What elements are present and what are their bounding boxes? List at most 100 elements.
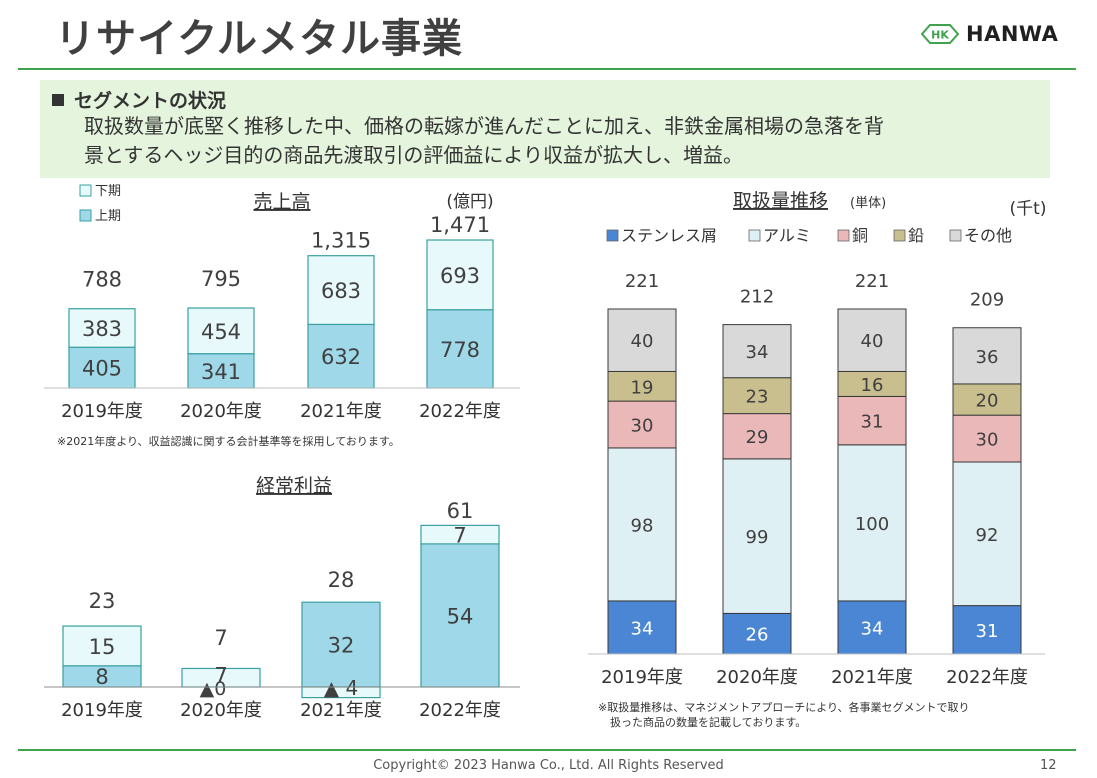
sales-bar-first-half (187, 353, 255, 389)
profit-bar-second-half (62, 625, 142, 667)
sales-category-label: 2022年度 (419, 401, 501, 422)
summary-heading: セグメントの状況 (52, 86, 226, 113)
volume-label-stainless: 34 (861, 618, 884, 639)
footer-divider (18, 749, 1076, 751)
sales-bar-second-half (426, 239, 494, 311)
profit-bar-first-half (420, 543, 500, 688)
sales-category-label: 2020年度 (180, 401, 262, 422)
legend-label-lead: 鉛 (908, 226, 924, 245)
segment-summary-box: セグメントの状況 取扱数量が底堅く推移した中、価格の転嫁が進んだことに加え、非鉄… (40, 80, 1050, 178)
volume-category-label: 2021年度 (831, 667, 913, 688)
sales-label-first-half: 341 (201, 360, 241, 384)
sales-bar-first-half (68, 346, 136, 389)
volume-label-stainless: 26 (746, 625, 769, 646)
volume-bar-other (607, 308, 677, 372)
volume-label-other: 40 (631, 331, 654, 352)
sales-bar-second-half (307, 255, 375, 326)
sales-label-second-half: 693 (440, 264, 480, 288)
sales-label-first-half: 632 (321, 345, 361, 369)
legend-label-stainless: ステンレス屑 (621, 226, 717, 245)
sales-total-label: 1,315 (311, 229, 371, 253)
copyright-text: Copyright© 2023 Hanwa Co., Ltd. All Righ… (373, 758, 724, 773)
sales-unit-label: (億円) (446, 192, 493, 212)
profit-category-label: 2022年度 (419, 700, 501, 721)
volume-bar-copper (607, 400, 677, 449)
volume-label-copper: 30 (631, 416, 654, 437)
header-divider (18, 68, 1076, 70)
volume-note-line-2: 扱った商品の数量を記載しております。 (610, 716, 807, 729)
volume-label-aluminum: 99 (746, 527, 769, 548)
sales-label-second-half: 683 (321, 279, 361, 303)
legend-label-copper: 銅 (852, 226, 868, 245)
volume-bar-other (837, 308, 907, 372)
page-title: リサイクルメタル事業 (55, 16, 463, 62)
sales-note: ※2021年度より、収益認識に関する会計基準等を採用しております。 (57, 435, 400, 448)
volume-label-lead: 19 (631, 377, 654, 398)
volume-bar-copper (722, 413, 792, 460)
volume-category-label: 2022年度 (946, 667, 1028, 688)
legend-swatch-first-half (79, 209, 92, 222)
volume-label-aluminum: 100 (855, 514, 889, 535)
volume-bar-other (722, 324, 792, 379)
profit-total-label: 61 (447, 499, 474, 523)
profit-total-label: 7 (214, 626, 227, 650)
volume-total-label: 221 (625, 271, 659, 292)
profit-label-first-half: ▲0 (200, 678, 227, 700)
sales-bar-second-half (68, 308, 136, 348)
profit-label-second-half: 7 (214, 663, 227, 687)
summary-heading-text: セグメントの状況 (74, 90, 227, 112)
profit-category-label: 2019年度 (61, 700, 143, 721)
volume-total-label: 209 (970, 290, 1004, 311)
volume-total-label: 212 (740, 287, 774, 308)
volume-bar-lead (722, 377, 792, 415)
bullet-square-icon (52, 93, 64, 106)
volume-bar-copper (837, 395, 907, 446)
profit-label-first-half: 8 (95, 665, 108, 689)
summary-body: 取扱数量が底堅く推移した中、価格の転嫁が進んだことに加え、非鉄金属相場の急落を背… (84, 112, 1044, 170)
volume-bar-lead (607, 370, 677, 402)
volume-label-copper: 30 (976, 430, 999, 451)
legend-swatch-second-half (79, 184, 92, 197)
volume-label-other: 34 (746, 342, 769, 363)
volume-bar-aluminum (722, 458, 792, 614)
company-logo: HK HANWA (920, 22, 1058, 46)
volume-label-copper: 31 (861, 412, 884, 433)
volume-unit-label: (千t) (1010, 199, 1047, 219)
volume-label-copper: 29 (746, 427, 769, 448)
volume-chart-title: 取扱量推移 (733, 190, 828, 212)
sales-label-first-half: 778 (440, 338, 480, 362)
sales-total-label: 788 (82, 268, 122, 292)
profit-chart-title: 経常利益 (256, 475, 332, 497)
volume-label-lead: 16 (861, 375, 884, 396)
legend-label-first-half: 上期 (95, 209, 121, 224)
volume-label-stainless: 34 (631, 618, 654, 639)
handling-volume-chart: 取扱量推移 (単体) (千t) ステンレス屑 アルミ 銅 鉛 その他 34 98 30 19 40 221… (588, 190, 1046, 688)
sales-chart-title: 売上高 (253, 191, 310, 213)
volume-chart-subtitle: (単体) (850, 195, 886, 211)
sales-label-first-half: 405 (82, 357, 122, 381)
sales-total-label: 1,471 (430, 213, 490, 237)
legend-swatch-copper (837, 229, 850, 242)
logo-wordmark: HANWA (966, 22, 1059, 46)
sales-total-label: 795 (201, 267, 241, 291)
volume-label-other: 36 (976, 347, 999, 368)
legend-swatch-other (949, 229, 962, 242)
profit-total-label: 28 (328, 568, 355, 592)
sales-category-label: 2021年度 (300, 401, 382, 422)
sales-bar-first-half (307, 323, 375, 389)
profit-label-first-half: 32 (328, 634, 355, 658)
sales-label-second-half: 454 (201, 320, 241, 344)
logo-mark-text: HK (931, 29, 949, 42)
sales-category-label: 2019年度 (61, 401, 143, 422)
volume-category-label: 2019年度 (601, 667, 683, 688)
sales-label-second-half: 383 (82, 317, 122, 341)
legend-label-other: その他 (964, 226, 1012, 245)
legend-label-aluminum: アルミ (763, 226, 811, 245)
profit-bar-second-half (420, 524, 500, 545)
legend-swatch-lead (893, 229, 906, 242)
volume-label-aluminum: 98 (631, 515, 654, 536)
summary-line-2: 景とするヘッジ目的の商品先渡取引の評価益により収益が拡大し、増益。 (84, 143, 743, 167)
profit-label-first-half: 54 (447, 604, 474, 628)
volume-category-label: 2020年度 (716, 667, 798, 688)
